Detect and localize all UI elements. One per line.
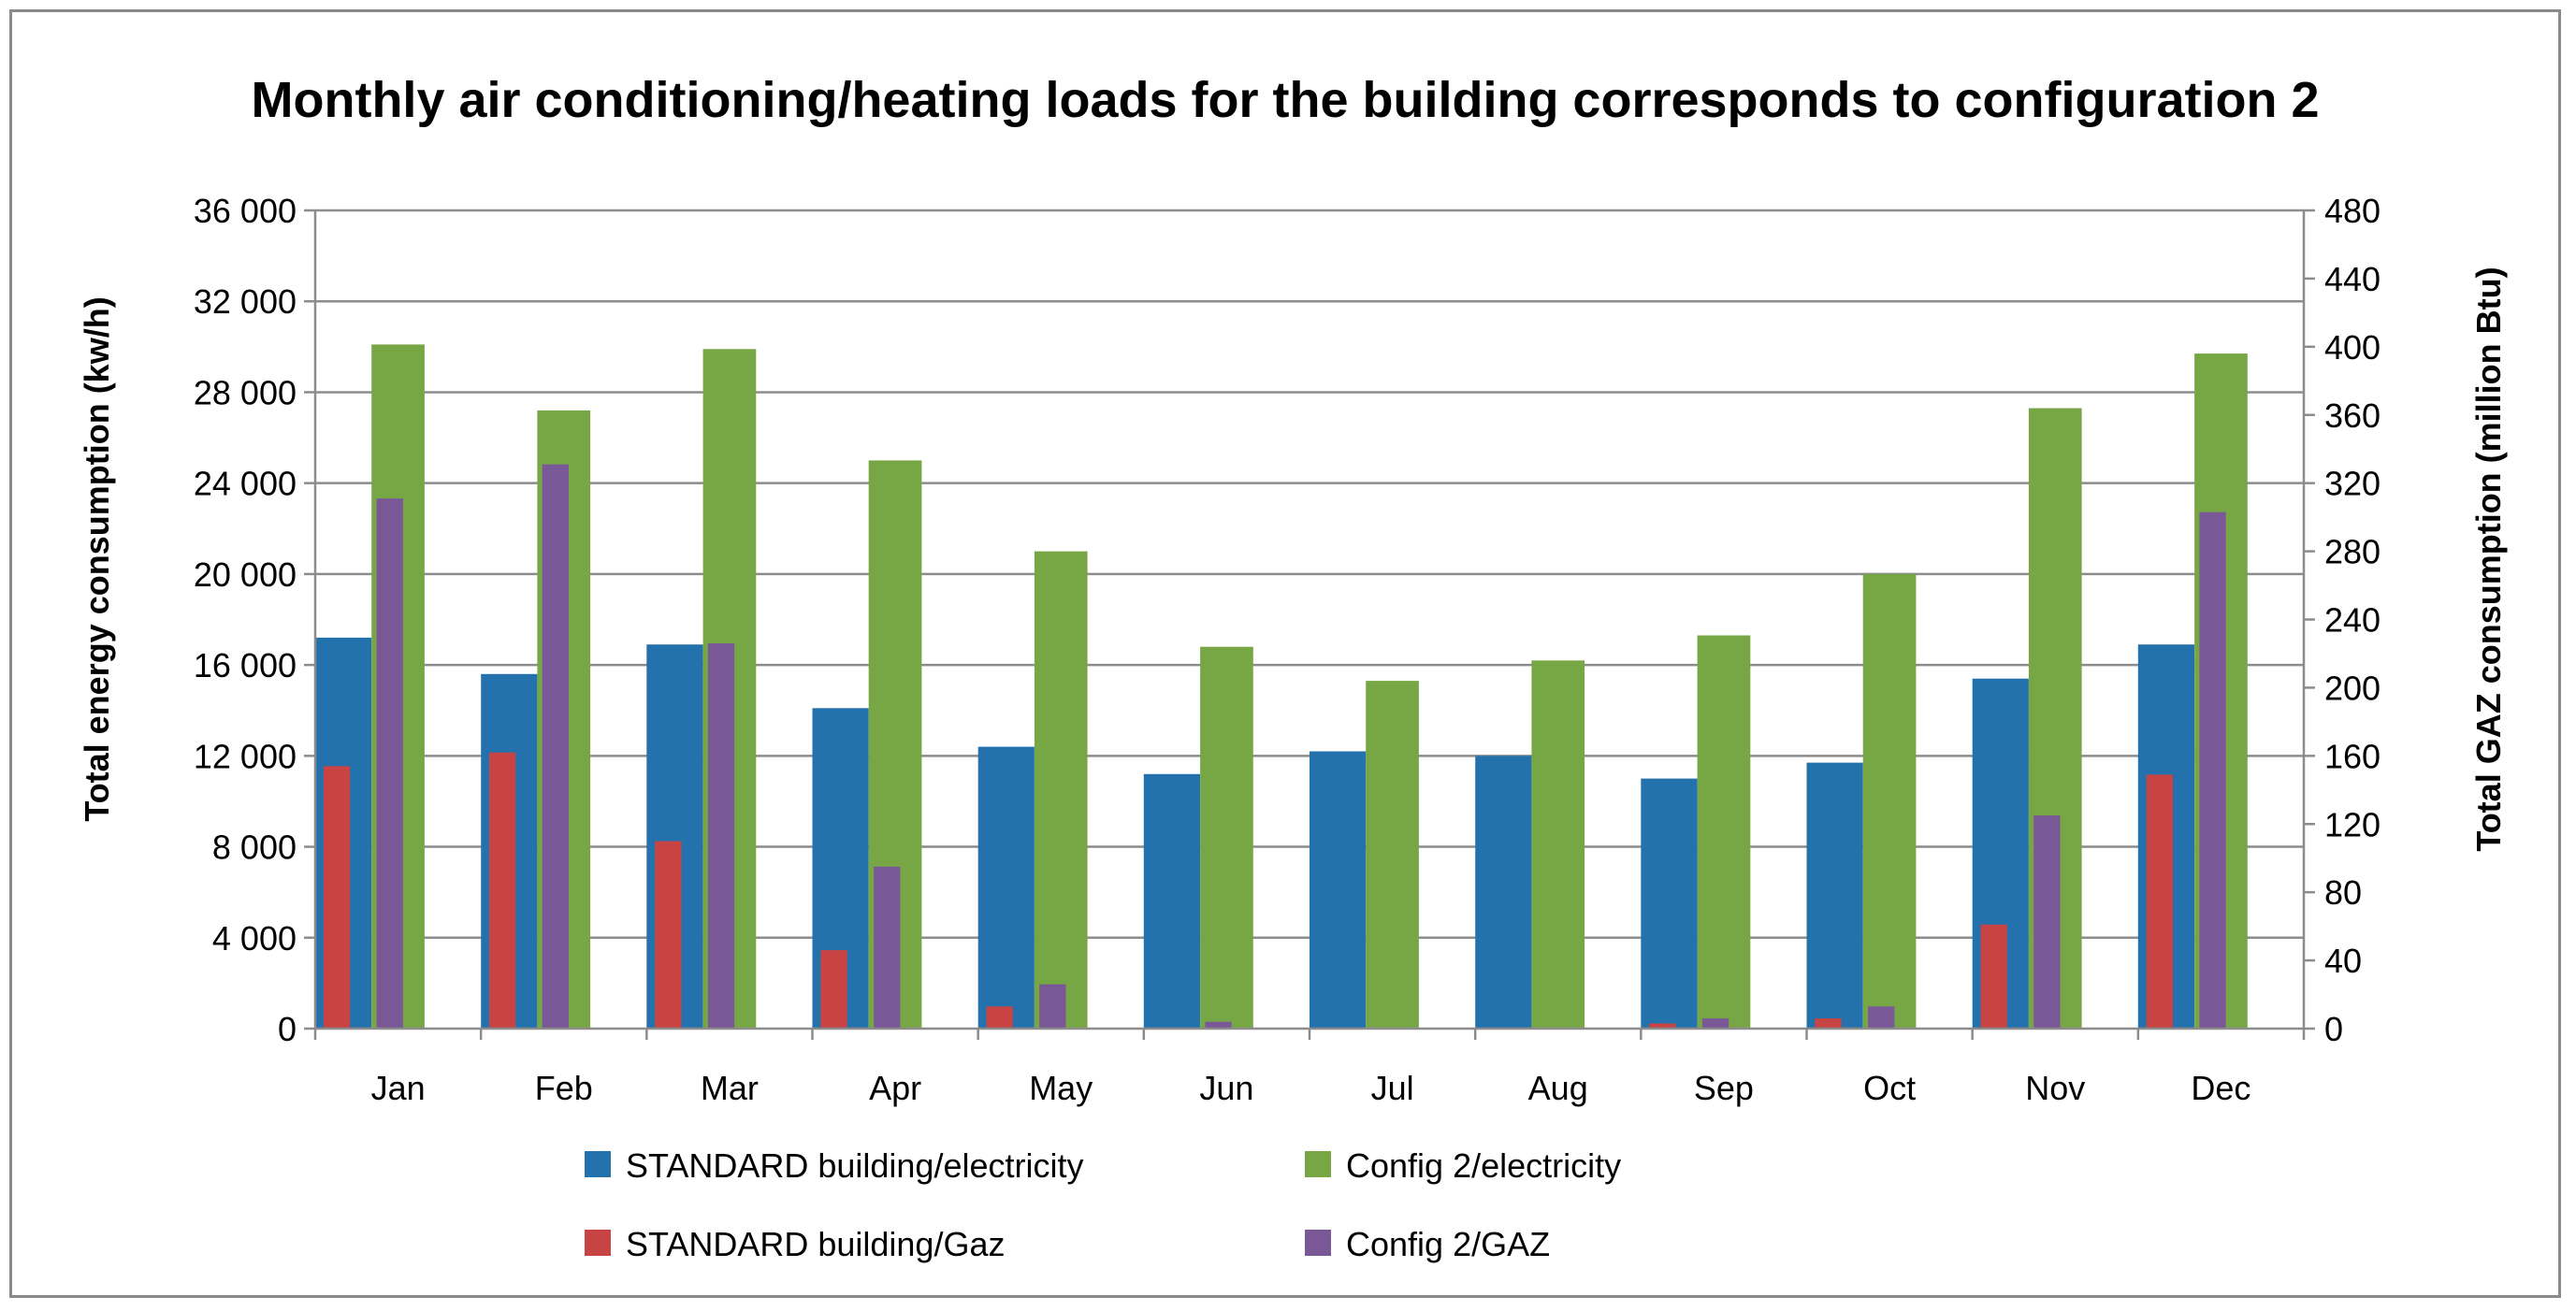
legend-swatch [1305, 1230, 1331, 1256]
chart-frame: Monthly air conditioning/heating loads f… [9, 9, 2561, 1298]
bar-config2-gaz [1701, 1018, 1729, 1029]
bar-config2-gaz [1868, 1006, 1895, 1029]
y-tick-label: 8 000 [212, 828, 297, 867]
tick-labels: 0 4 000 8 000 12 000 16 000 20 000 24 000 28 00… [194, 192, 2381, 1107]
x-tick-label: Apr [869, 1069, 921, 1107]
bar-config2-electricity [1366, 681, 1419, 1029]
legend-swatch [1305, 1151, 1331, 1177]
y2-tick-label: 200 [2324, 669, 2381, 707]
y-tick-label: 4 000 [212, 919, 297, 958]
bar-config2-gaz [874, 866, 901, 1029]
chart-title: Monthly air conditioning/heating loads f… [252, 72, 2320, 128]
y-tick-label: 20 000 [194, 555, 297, 594]
y-tick-label: 32 000 [194, 282, 297, 321]
y2-tick-label: 360 [2324, 396, 2381, 435]
bar-config2-electricity [1034, 551, 1088, 1029]
y-tick-label: 0 [278, 1010, 297, 1048]
x-tick-label: Mar [701, 1069, 759, 1107]
y2-tick-label: 240 [2324, 601, 2381, 640]
y-axis-title: Total energy consumption (kw/h) [78, 296, 116, 821]
x-tick-label: May [1029, 1069, 1093, 1107]
bar-config2-gaz [1039, 984, 1066, 1029]
x-tick-label: Dec [2191, 1069, 2250, 1107]
x-tick-label: Jan [371, 1069, 426, 1107]
bar-standard-gaz [655, 841, 682, 1029]
bar-standard-electricity [1806, 762, 1863, 1029]
y2-tick-label: 0 [2324, 1010, 2343, 1048]
bar-standard-gaz [489, 752, 516, 1029]
bar-standard-gaz [820, 950, 847, 1029]
y2-tick-label: 440 [2324, 260, 2381, 298]
bar-standard-gaz [1649, 1023, 1676, 1029]
bar-standard-electricity [1143, 773, 1200, 1029]
y2-axis-title: Total GAZ consumption (million Btu) [2469, 267, 2508, 851]
y-tick-label: 28 000 [194, 373, 297, 411]
bar-config2-electricity [1862, 573, 1917, 1029]
y-tick-label: 16 000 [194, 646, 297, 684]
bar-standard-electricity [1475, 756, 1532, 1029]
bar-standard-electricity [1641, 778, 1698, 1029]
x-tick-label: Feb [535, 1069, 593, 1107]
x-tick-label: Aug [1528, 1069, 1588, 1107]
y-tick-label: 12 000 [194, 737, 297, 775]
bar-config2-electricity [1200, 646, 1253, 1029]
bar-config2-gaz [542, 464, 569, 1030]
legend-label: STANDARD building/Gaz [626, 1225, 1005, 1263]
bar-config2-gaz [376, 498, 403, 1029]
x-tick-label: Jul [1371, 1069, 1414, 1107]
bar-standard-gaz [2146, 774, 2173, 1029]
bar-standard-electricity [1310, 751, 1367, 1029]
legend-label: Config 2/electricity [1346, 1146, 1621, 1185]
bar-standard-gaz [1815, 1018, 1842, 1029]
y2-tick-label: 80 [2324, 873, 2362, 912]
y2-tick-label: 400 [2324, 328, 2381, 367]
axes [304, 209, 2315, 1040]
x-tick-label: Jun [1199, 1069, 1253, 1107]
chart: Monthly air conditioning/heating loads f… [78, 72, 2508, 1263]
bar-standard-gaz [986, 1006, 1013, 1029]
legend-label: STANDARD building/electricity [626, 1146, 1083, 1185]
bar-standard-electricity [977, 746, 1035, 1029]
bar-config2-gaz [2199, 511, 2226, 1029]
x-tick-label: Sep [1694, 1069, 1754, 1107]
bar-standard-gaz [323, 766, 351, 1029]
bars [315, 344, 2248, 1030]
legend: STANDARD building/electricity Config 2/el… [585, 1146, 1621, 1263]
bar-config2-gaz [2033, 815, 2061, 1029]
legend-label: Config 2/GAZ [1346, 1225, 1550, 1263]
bar-standard-gaz [1980, 924, 2007, 1029]
bar-config2-gaz [707, 643, 735, 1029]
x-tick-label: Nov [2025, 1069, 2085, 1107]
legend-swatch [585, 1151, 611, 1177]
y-tick-label: 24 000 [194, 465, 297, 503]
y2-tick-label: 480 [2324, 192, 2381, 230]
bar-config2-gaz [1205, 1021, 1232, 1029]
x-tick-label: Oct [1863, 1069, 1916, 1107]
legend-swatch [585, 1230, 611, 1256]
y2-tick-label: 280 [2324, 533, 2381, 571]
y2-tick-label: 40 [2324, 942, 2362, 980]
y2-tick-label: 160 [2324, 737, 2381, 775]
bar-config2-electricity [1531, 660, 1585, 1030]
bar-config2-electricity [1697, 635, 1751, 1029]
y-tick-label: 36 000 [194, 192, 297, 230]
y2-tick-label: 120 [2324, 805, 2381, 843]
y2-tick-label: 320 [2324, 465, 2381, 503]
